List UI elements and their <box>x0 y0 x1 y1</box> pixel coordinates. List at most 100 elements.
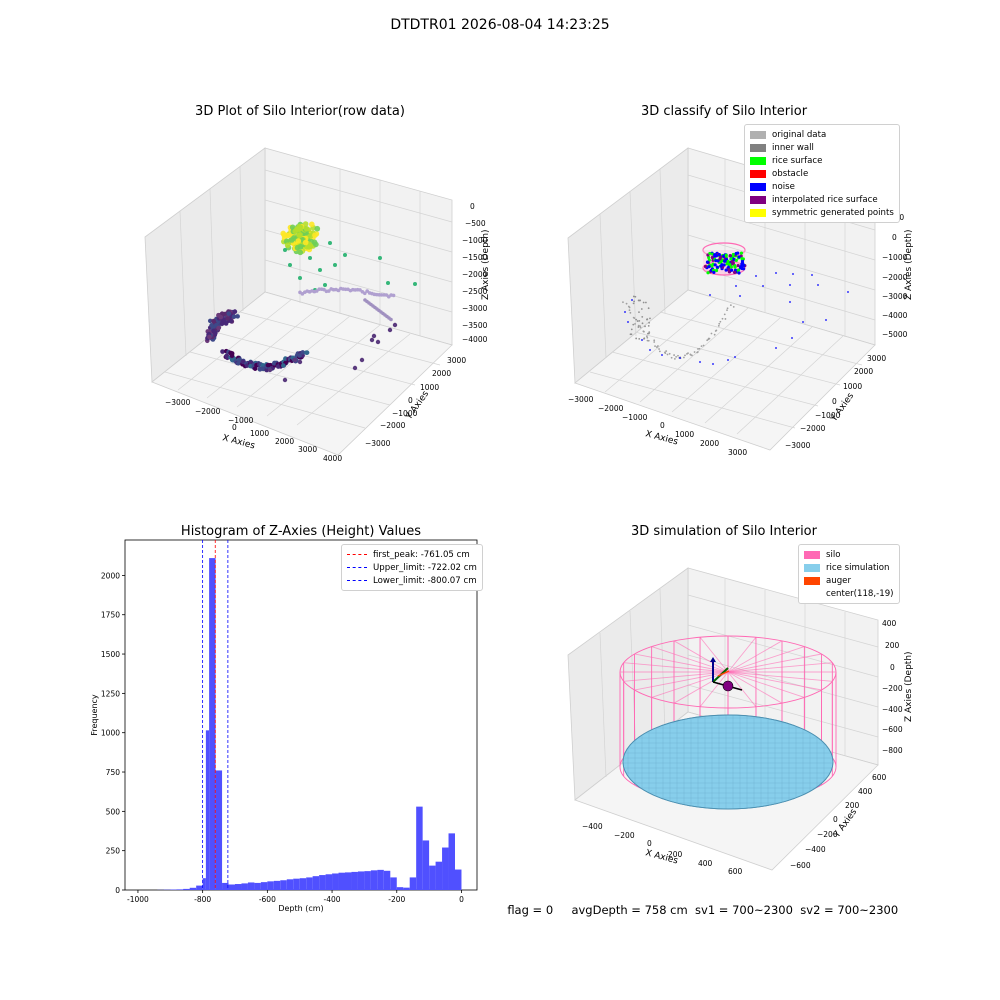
y-tick: −2000 <box>380 421 406 430</box>
data-point <box>646 339 649 342</box>
data-point <box>731 252 735 257</box>
z-axis-label: Z Axies (Depth) <box>904 651 914 722</box>
data-point <box>288 237 295 243</box>
data-point <box>654 345 656 348</box>
y-tick: 3000 <box>447 356 466 365</box>
data-point <box>709 294 711 296</box>
y-tick: 200 <box>845 801 860 810</box>
data-point <box>679 357 681 359</box>
data-point <box>742 263 746 268</box>
data-point <box>721 317 724 320</box>
x-tick: 0 <box>660 421 665 430</box>
data-point <box>646 336 649 339</box>
data-point <box>717 252 721 257</box>
legend-label: rice simulation <box>826 562 890 573</box>
histogram-bar <box>209 558 216 890</box>
data-point <box>737 255 741 259</box>
silo-spoke <box>651 671 729 698</box>
data-point <box>631 299 633 301</box>
y-tick: −600 <box>790 861 811 870</box>
data-point <box>638 338 641 340</box>
z-tick: −1000 <box>882 253 908 262</box>
data-point <box>653 341 656 343</box>
legend-label: inner wall <box>772 142 814 153</box>
raw-points <box>204 221 417 383</box>
z-tick: −3500 <box>462 321 488 330</box>
data-point <box>732 305 735 308</box>
data-point <box>313 241 319 248</box>
histogram-bar <box>280 880 287 890</box>
legend-label: interpolated rice surface <box>772 194 878 205</box>
data-point <box>649 317 651 320</box>
silo-spoke <box>727 671 805 698</box>
data-point <box>300 350 306 355</box>
histogram-bar <box>293 878 300 890</box>
data-point <box>724 268 728 272</box>
data-point <box>715 265 720 269</box>
reference-lines <box>202 540 229 890</box>
data-point <box>211 318 216 324</box>
data-point <box>693 351 696 353</box>
histogram-bar <box>273 880 281 890</box>
y-tick-label: 2000 <box>101 571 120 580</box>
data-point <box>825 319 827 321</box>
data-point <box>739 266 743 270</box>
data-point <box>708 337 711 340</box>
histogram-bar <box>202 878 206 890</box>
data-point <box>235 314 240 319</box>
data-point <box>731 261 735 265</box>
data-point <box>302 221 309 227</box>
data-point <box>736 263 740 268</box>
x-tick: 0 <box>647 839 652 848</box>
x-tick: −200 <box>614 831 635 840</box>
data-point <box>282 377 288 383</box>
classified-points <box>622 242 849 365</box>
data-point <box>725 262 729 266</box>
y-ticks: 0 250 500 750 1000 1250 1500 1750 2000 <box>101 571 125 895</box>
panel-simulation-3d: −400 −200 0 200 400 600 600 400 200 0 −2… <box>567 567 914 876</box>
data-point <box>303 225 310 232</box>
data-point <box>713 263 717 267</box>
data-point <box>720 263 724 267</box>
y-tick: 1000 <box>420 383 439 392</box>
data-point <box>632 302 635 305</box>
data-point <box>231 314 237 319</box>
x-axis-label: Depth (cm) <box>278 904 323 913</box>
data-point <box>209 323 214 328</box>
z-tick: −600 <box>882 725 903 734</box>
data-point <box>726 309 728 312</box>
data-point <box>691 354 693 357</box>
data-point <box>207 318 213 324</box>
y-tick: 400 <box>858 787 873 796</box>
silo-spoke <box>623 671 729 682</box>
data-point <box>641 339 643 341</box>
data-point <box>284 242 291 249</box>
data-point <box>328 241 332 245</box>
data-point <box>220 349 225 354</box>
histogram-bar <box>345 872 352 890</box>
legend-line <box>347 580 367 581</box>
data-point <box>638 311 640 314</box>
sv2-value: sv2 = 700~2300 <box>800 903 899 917</box>
data-point <box>634 295 637 298</box>
legend-simulation: silo rice simulation auger center(118,-1… <box>798 544 900 604</box>
data-point <box>389 317 393 322</box>
histogram-bar <box>383 870 391 890</box>
legend-item: noise <box>750 180 894 193</box>
legend-item: symmetric generated points <box>750 206 894 219</box>
data-point <box>625 302 628 305</box>
histogram-bar <box>222 882 229 890</box>
data-point <box>643 337 645 340</box>
z-tick: −1000 <box>462 236 488 245</box>
y-tick: −2000 <box>800 424 826 433</box>
x-tick-label: 0 <box>459 895 464 904</box>
histogram-bar <box>455 869 462 890</box>
data-point <box>224 353 230 359</box>
x-tick: 1000 <box>250 429 269 438</box>
data-point <box>698 347 701 350</box>
data-point <box>359 357 365 363</box>
y-tick: −200 <box>817 830 838 839</box>
z-tick-labels: 0 −500 −1000 −1500 −2000 −2500 −3000 −35… <box>462 202 488 344</box>
y-tick: 2000 <box>854 367 873 376</box>
legend-item: inner wall <box>750 141 894 154</box>
